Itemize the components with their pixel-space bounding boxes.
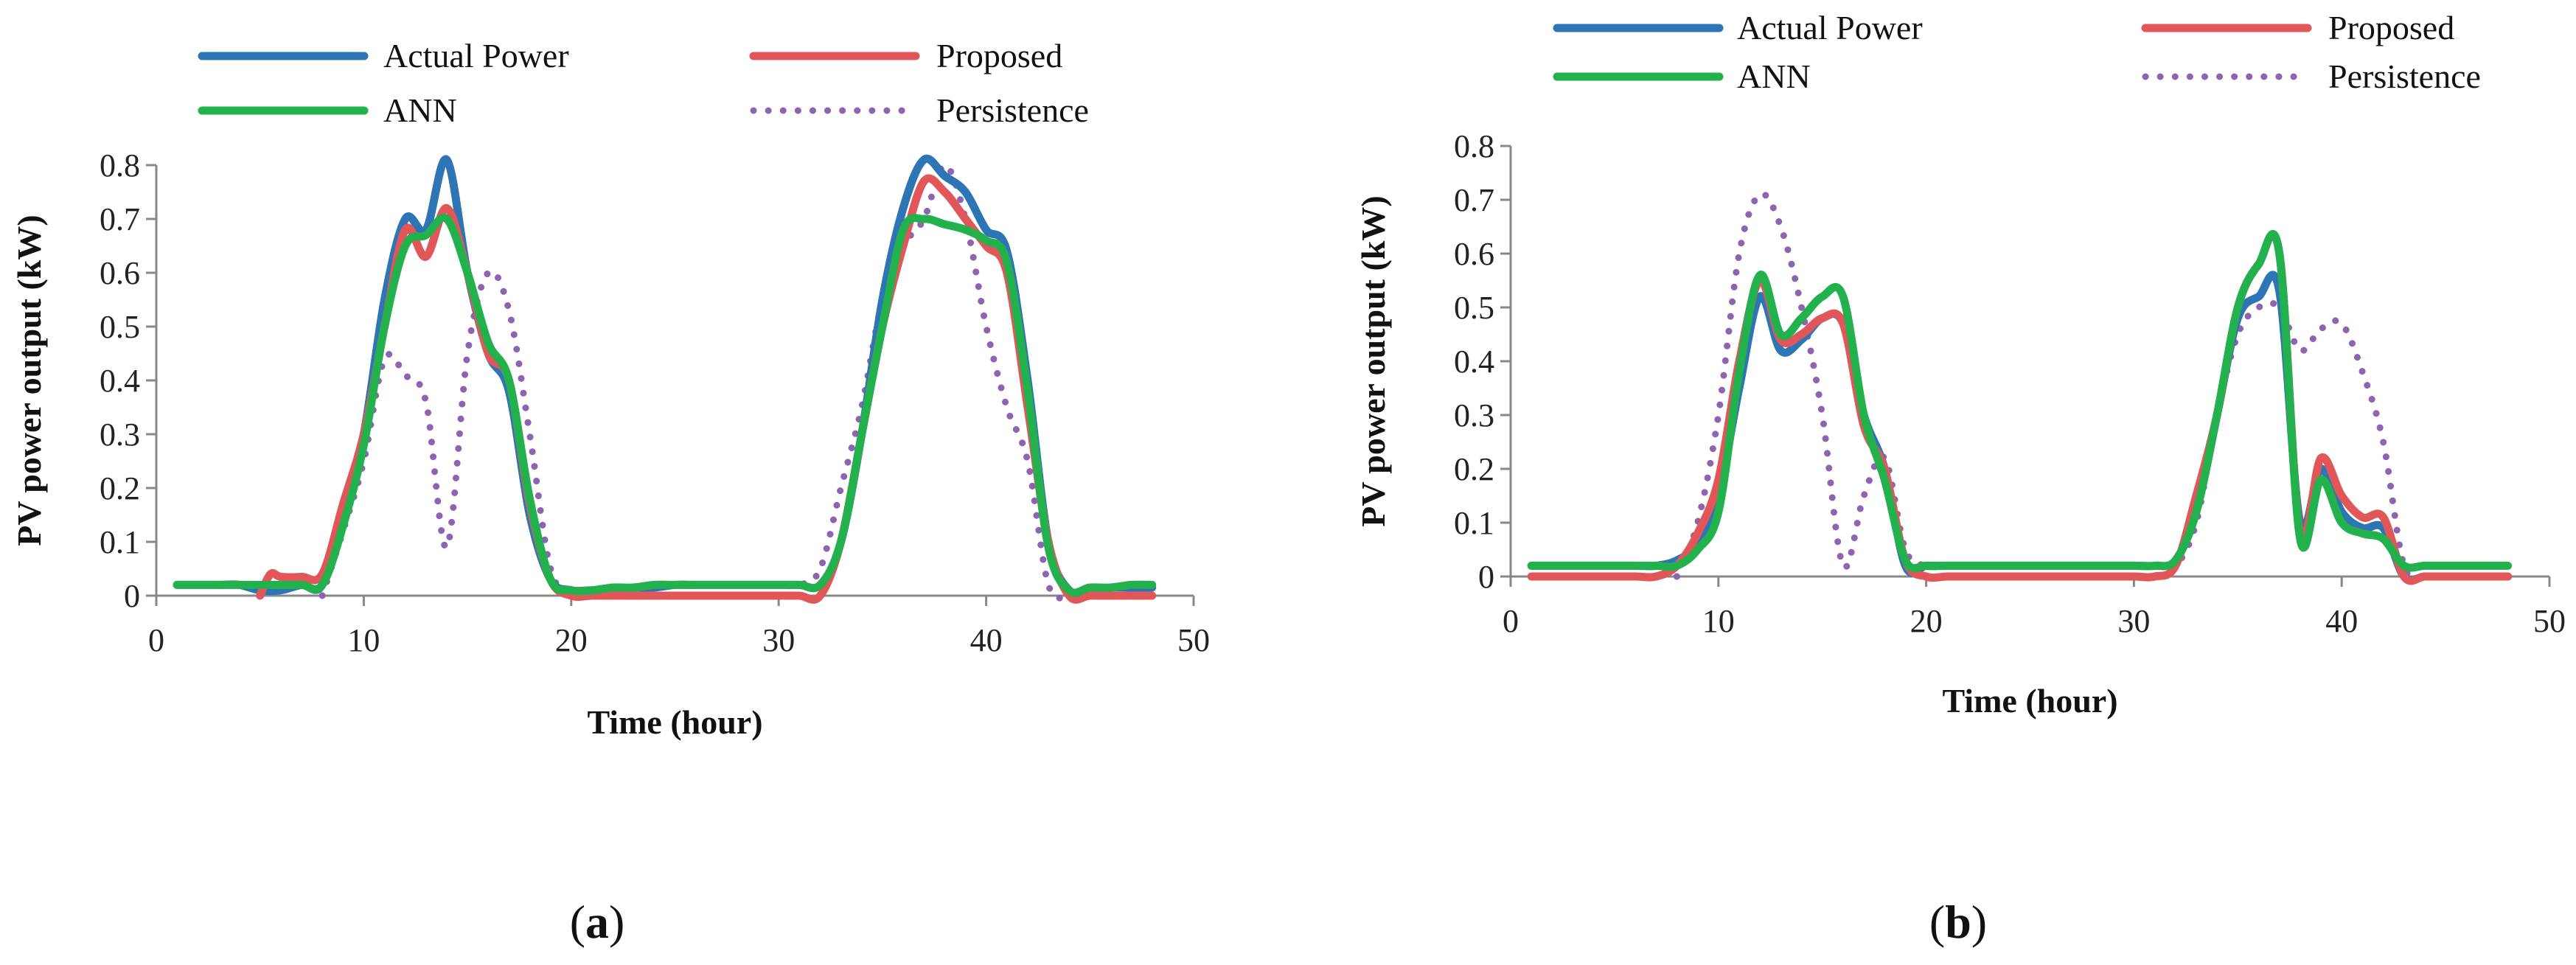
chart-panel-b: 0 0.1 0.2 0.3 0.4 0.5 0.6 0.7 0.8 0 10 20 30 40 50 Time… bbox=[1354, 9, 2566, 720]
panel-label-a-letter: a bbox=[585, 896, 609, 948]
legend-label-actual-power: Actual Power bbox=[1737, 9, 1923, 46]
x-tick-label: 10 bbox=[1702, 603, 1735, 639]
y-tick-label: 0.4 bbox=[100, 363, 140, 399]
y-tick-label: 0.1 bbox=[100, 524, 140, 560]
x-tick-label: 30 bbox=[2117, 603, 2150, 639]
y-tick-label: 0.1 bbox=[1454, 505, 1494, 541]
x-tick-label: 20 bbox=[555, 622, 588, 658]
panel-label-b: (b) bbox=[1929, 896, 1987, 948]
panel-label-a: (a) bbox=[570, 896, 625, 948]
y-tick-label: 0.7 bbox=[1454, 182, 1494, 218]
y-tick-label: 0.6 bbox=[100, 255, 140, 291]
y-tick-label: 0.6 bbox=[1454, 236, 1494, 272]
y-axis-title: PV power output (kW) bbox=[1354, 195, 1392, 526]
x-tick-label: 40 bbox=[2325, 603, 2358, 639]
y-tick-label: 0.5 bbox=[100, 309, 140, 345]
legend-label-proposed: Proposed bbox=[936, 37, 1062, 74]
y-tick-label: 0.4 bbox=[1454, 344, 1494, 380]
series-line-ann bbox=[1527, 230, 2513, 573]
x-axis-title: Time (hour) bbox=[587, 703, 762, 741]
y-tick-label: 0.8 bbox=[100, 147, 140, 184]
x-tick-label: 40 bbox=[970, 622, 1003, 658]
panel-label-b-letter: b bbox=[1945, 896, 1971, 948]
x-axis-title: Time (hour) bbox=[1942, 682, 2117, 720]
series-line-proposed bbox=[1527, 230, 2513, 585]
legend-label-persistence: Persistence bbox=[2328, 58, 2481, 95]
x-tick-label: 0 bbox=[1503, 603, 1519, 639]
series-line-ann bbox=[173, 213, 1157, 597]
y-axis-title: PV power output (kW) bbox=[10, 215, 48, 546]
y-tick-label: 0.7 bbox=[100, 201, 140, 237]
x-tick-label: 50 bbox=[2533, 603, 2566, 639]
legend-label-ann: ANN bbox=[383, 91, 457, 129]
x-tick-label: 30 bbox=[762, 622, 795, 658]
y-tick-label: 0.3 bbox=[100, 417, 140, 453]
y-tick-label: 0 bbox=[124, 578, 140, 614]
legend-label-actual-power: Actual Power bbox=[383, 37, 569, 74]
series-line-actual-power bbox=[173, 154, 1157, 599]
x-tick-label: 50 bbox=[1177, 622, 1210, 658]
x-tick-label: 20 bbox=[1910, 603, 1943, 639]
y-tick-label: 0.2 bbox=[1454, 451, 1494, 487]
chart-panel-a: 0 0.1 0.2 0.3 0.4 0.5 0.6 0.7 0.8 0 10 20 30 40 50 Time… bbox=[10, 37, 1210, 741]
y-tick-label: 0 bbox=[1478, 559, 1494, 595]
legend-label-ann: ANN bbox=[1737, 58, 1811, 95]
x-tick-label: 0 bbox=[148, 622, 164, 658]
y-tick-label: 0.5 bbox=[1454, 290, 1494, 326]
y-tick-label: 0.8 bbox=[1454, 128, 1494, 164]
y-tick-label: 0.3 bbox=[1454, 397, 1494, 433]
legend-label-persistence: Persistence bbox=[936, 91, 1089, 129]
x-tick-label: 10 bbox=[347, 622, 380, 658]
y-tick-label: 0.2 bbox=[100, 470, 140, 506]
legend-label-proposed: Proposed bbox=[2328, 9, 2454, 46]
